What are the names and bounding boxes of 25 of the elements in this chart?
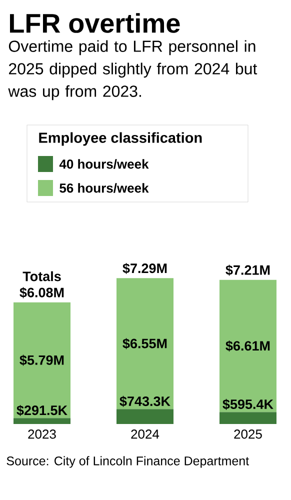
- legend-label: 56 hours/week: [60, 183, 149, 193]
- data-label: $743.3K: [120, 396, 170, 407]
- x-tick-label: 2025: [234, 430, 262, 439]
- chart-subtitle: Overtime paid to LFR personnel in 2025 dipped slightly from 2024 but was up from 2023.: [8, 40, 258, 100]
- data-label: $291.5K: [16, 404, 68, 416]
- bar: [219, 280, 276, 412]
- chart-title: LFR overtime: [10, 13, 180, 33]
- bar: [116, 278, 174, 410]
- bar: [14, 302, 70, 418]
- x-tick-label: 2024: [131, 430, 160, 439]
- data-label: $6.55M: [122, 338, 167, 350]
- annotation: Totals: [22, 271, 61, 282]
- bar: [14, 418, 70, 424]
- bar: [116, 409, 174, 424]
- x-tick-label: 2023: [28, 430, 56, 439]
- total-label: $7.21M: [226, 264, 270, 276]
- data-label: $6.61M: [226, 340, 270, 352]
- legend-label: 40 hours/week: [59, 159, 149, 169]
- data-label: $5.79M: [20, 354, 64, 366]
- legend-title: Employee classification: [39, 132, 202, 146]
- total-label: $6.08M: [20, 287, 64, 298]
- data-label: $595.4K: [222, 398, 274, 410]
- bar: [219, 412, 276, 424]
- source-note: Source: City of Lincoln Finance Department: [6, 456, 249, 468]
- total-label: $7.29M: [122, 262, 167, 274]
